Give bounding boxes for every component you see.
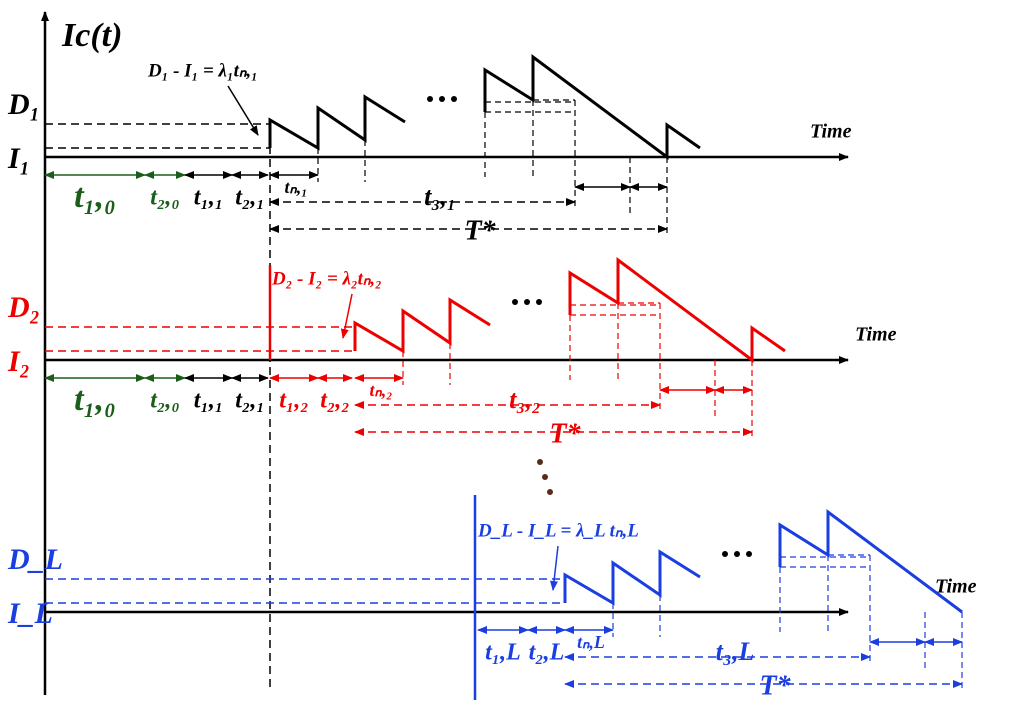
vertical-ellipsis bbox=[537, 459, 553, 495]
interval-label: t₂,₀ bbox=[150, 388, 179, 414]
d-label: D_L bbox=[7, 543, 63, 576]
i-label: I₂ bbox=[7, 345, 30, 378]
equation-arrow bbox=[227, 85, 259, 136]
interval-label: t₂,₂ bbox=[320, 388, 349, 414]
dot bbox=[439, 96, 445, 102]
t3-label: t₃,L bbox=[716, 637, 755, 666]
equation: D₁ - I₁ = λ₁tₙ,₁ bbox=[147, 60, 258, 81]
interval-label: t₁,₂ bbox=[279, 388, 308, 414]
interval-label: t₁,₀ bbox=[74, 381, 116, 418]
dot bbox=[536, 299, 542, 305]
i-label: I_L bbox=[7, 597, 53, 630]
interval-label: t₁,₁ bbox=[194, 185, 223, 211]
tn-label: tₙ,₁ bbox=[285, 177, 308, 197]
d-label: D₂ bbox=[7, 291, 40, 324]
dot bbox=[512, 299, 518, 305]
tn-label: tₙ,₂ bbox=[370, 380, 393, 400]
time-label: Time bbox=[810, 121, 852, 143]
sawtooth bbox=[268, 94, 406, 151]
dot bbox=[451, 96, 457, 102]
y-axis-label: Ic(t) bbox=[61, 17, 122, 54]
interval-label: t₂,₀ bbox=[150, 185, 179, 211]
equation: D₂ - I₂ = λ₂tₙ,₂ bbox=[271, 268, 382, 289]
t3-label: t₃,₂ bbox=[509, 385, 541, 414]
interval-label: t₁,₀ bbox=[74, 178, 116, 215]
equation-arrow bbox=[340, 293, 353, 339]
dot bbox=[427, 96, 433, 102]
period-label: T* bbox=[759, 670, 791, 701]
d-label: D₁ bbox=[7, 88, 40, 121]
sawtooth bbox=[483, 54, 701, 160]
dot bbox=[722, 551, 728, 557]
interval-label: t₂,₁ bbox=[235, 185, 264, 211]
dot bbox=[746, 551, 752, 557]
t3-label: t₃,₁ bbox=[424, 182, 456, 211]
sawtooth bbox=[563, 549, 701, 606]
period-label: T* bbox=[464, 215, 496, 246]
equation: D_L - I_L = λ_L tₙ,L bbox=[477, 520, 639, 541]
period-label: T* bbox=[549, 418, 581, 449]
interval-label: t₁,L bbox=[485, 640, 521, 666]
sawtooth bbox=[568, 257, 786, 363]
dot bbox=[524, 299, 530, 305]
dot bbox=[734, 551, 740, 557]
time-label: Time bbox=[935, 576, 977, 598]
interval-label: t₂,₁ bbox=[235, 388, 264, 414]
interval-label: t₂,L bbox=[529, 640, 565, 666]
tn-label: tₙ,L bbox=[577, 632, 605, 652]
equation-arrow bbox=[550, 545, 559, 591]
i-label: I₁ bbox=[7, 142, 30, 175]
time-label: Time bbox=[855, 324, 897, 346]
sawtooth bbox=[353, 297, 491, 354]
interval-label: t₁,₁ bbox=[194, 388, 223, 414]
